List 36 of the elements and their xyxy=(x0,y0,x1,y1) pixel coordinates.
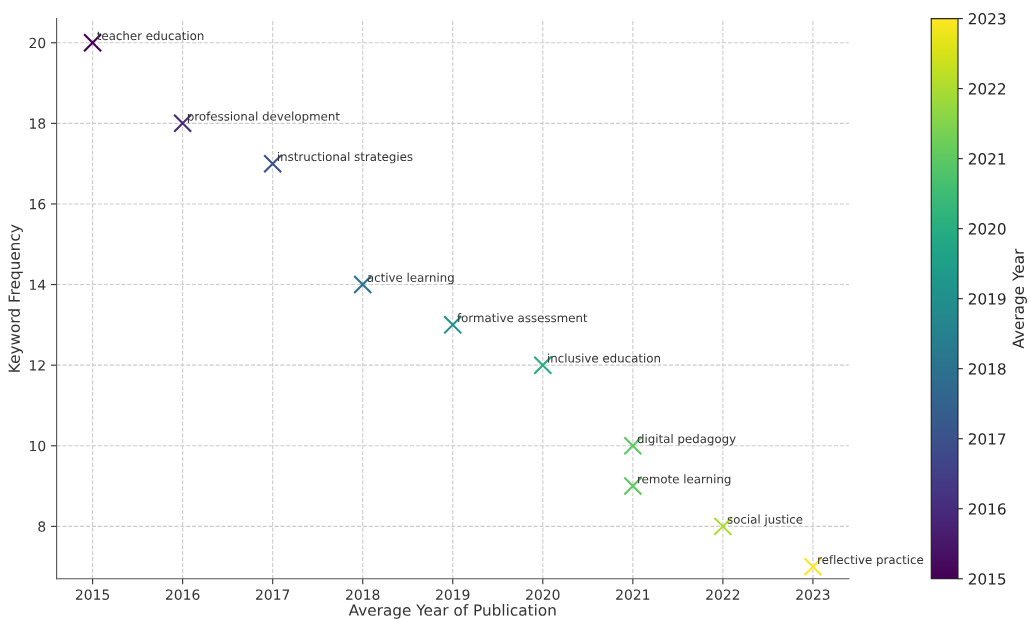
annotation: teacher education xyxy=(97,31,204,41)
y-tick-label: 12 xyxy=(30,360,45,371)
y-tick-label: 8 xyxy=(38,521,46,532)
color-bar-label: 2023 xyxy=(968,13,1006,25)
x-tick-label: 2020 xyxy=(526,589,560,600)
color-bar-title: Average Year xyxy=(1012,248,1027,349)
y-tick-label: 18 xyxy=(30,118,46,129)
x-tick-label: 2023 xyxy=(796,589,830,600)
x-tick-label: 2017 xyxy=(256,589,290,600)
annotation: formative assessment xyxy=(457,313,588,323)
x-axis-title: Average Year of Publication xyxy=(348,604,556,619)
x-tick-label: 2021 xyxy=(616,589,650,600)
x-tick-label: 2019 xyxy=(436,589,470,600)
color-bar-label: 2019 xyxy=(968,293,1006,305)
y-tick-label: 14 xyxy=(30,279,46,290)
annotation: digital pedagogy xyxy=(637,434,736,446)
color-bar-label: 2015 xyxy=(968,573,1006,585)
y-axis-title: Keyword Frequency xyxy=(8,224,23,372)
y-tick-label: 16 xyxy=(30,198,46,210)
color-bar-label: 2021 xyxy=(968,153,1006,165)
annotation: active learning xyxy=(367,272,454,285)
x-tick-label: 2015 xyxy=(75,589,110,600)
annotation: reflective practice xyxy=(818,554,924,567)
annotation: professional development xyxy=(187,111,340,124)
color-bar-label: 2022 xyxy=(968,83,1006,95)
annotation: social justice xyxy=(727,514,803,527)
x-tick-label: 2016 xyxy=(165,589,200,600)
x-tick-label: 2022 xyxy=(706,589,740,600)
color-bar-label: 2018 xyxy=(968,363,1006,375)
y-tick-label: 10 xyxy=(30,440,46,452)
color-bar-label: 2016 xyxy=(968,503,1006,515)
annotation: instructional strategies xyxy=(277,151,413,164)
x-tick-label: 2018 xyxy=(346,589,380,600)
color-bar-label: 2017 xyxy=(968,433,1006,445)
y-tick-label: 20 xyxy=(29,37,46,49)
color-bar-label: 2020 xyxy=(968,223,1006,235)
